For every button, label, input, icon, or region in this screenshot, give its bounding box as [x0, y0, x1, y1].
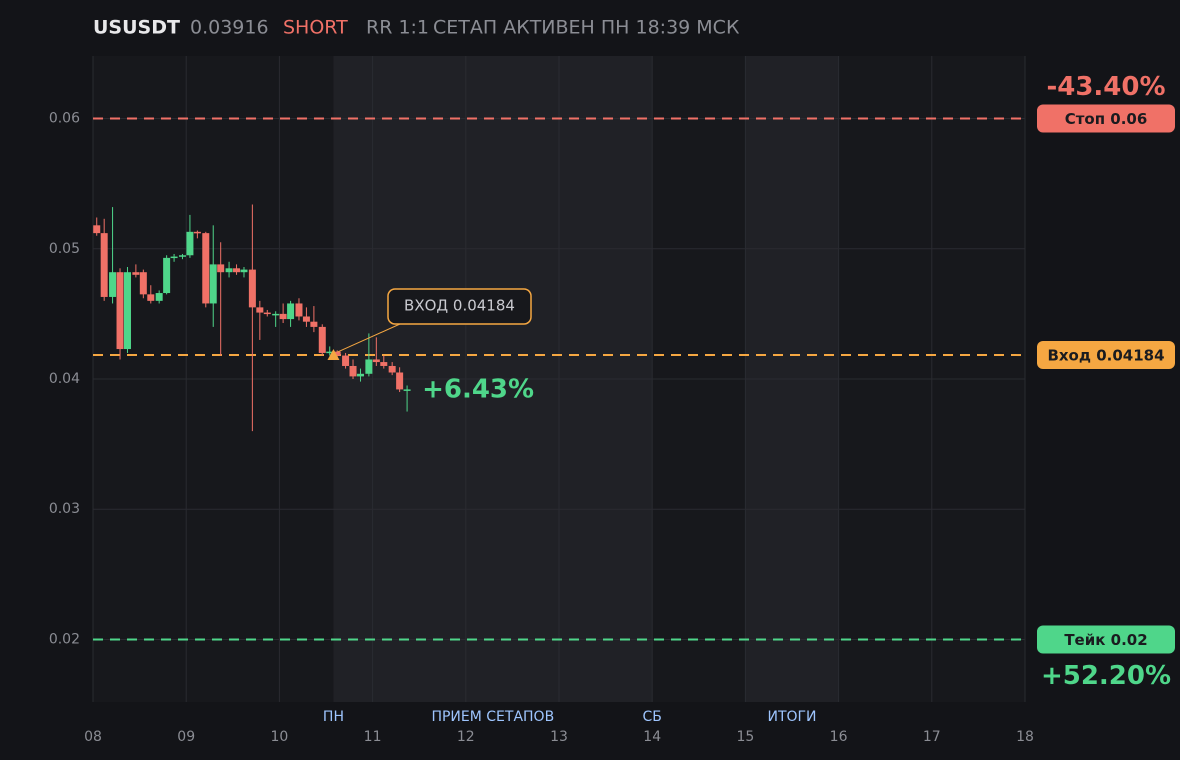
candle-body — [139, 272, 147, 295]
x-tick-label: 12 — [457, 729, 475, 745]
x-tick-label: 10 — [270, 729, 288, 745]
y-tick-label: 0.03 — [49, 501, 80, 517]
entry-marker — [327, 349, 340, 361]
candle-body — [147, 294, 155, 301]
candle-body — [326, 351, 334, 354]
candle-body — [388, 365, 396, 373]
candle-body — [123, 272, 131, 350]
candle-body — [100, 233, 108, 297]
level-label: Стоп 0.06 — [1065, 110, 1148, 128]
candle-body — [380, 362, 388, 366]
candle-body — [116, 272, 124, 350]
grid — [92, 56, 1026, 702]
candle-body — [93, 225, 101, 234]
candle-body — [209, 264, 217, 304]
level-change: +52.20% — [1041, 661, 1171, 691]
candle-body — [342, 355, 350, 366]
day-marker: СБ — [643, 709, 662, 725]
y-tick-label: 0.05 — [49, 241, 80, 257]
candle-body — [349, 365, 357, 377]
x-tick-label: 09 — [177, 729, 195, 745]
level-pill — [1037, 625, 1175, 654]
candle-body — [279, 313, 287, 320]
candle-body — [248, 269, 256, 308]
level-label: Вход 0.04184 — [1047, 347, 1164, 365]
level-pill — [1037, 104, 1175, 133]
candle-body — [240, 269, 248, 273]
status: СЕТАП АКТИВЕН ПН 18:39 МСК — [433, 17, 740, 39]
candle-body — [170, 256, 178, 259]
candle-body — [178, 255, 186, 257]
rr: RR 1:1 — [366, 17, 429, 39]
level-label: Тейк 0.02 — [1064, 631, 1147, 649]
zone-label: ПРИЕМ СЕТАПОВ — [431, 709, 554, 725]
candle-body — [365, 359, 373, 374]
entry-box — [387, 288, 532, 325]
candle-body — [295, 303, 303, 317]
x-tick-label: 08 — [84, 729, 102, 745]
level-pill — [1037, 341, 1175, 370]
x-tick-label: 18 — [1016, 729, 1034, 745]
candle-body — [403, 389, 411, 391]
candle-body — [163, 257, 171, 294]
candle-body — [263, 312, 271, 315]
day-marker: ПН — [323, 709, 344, 725]
candle-body — [233, 268, 241, 273]
candle-body — [202, 233, 210, 304]
candle-body — [256, 307, 264, 313]
zone-label: ИТОГИ — [767, 709, 816, 725]
entry-label: ВХОД 0.04184 — [404, 297, 515, 315]
x-tick-label: 14 — [643, 729, 661, 745]
candle-body — [155, 293, 163, 301]
x-tick-label: 15 — [736, 729, 754, 745]
y-tick-label: 0.02 — [49, 631, 80, 647]
x-tick-label: 11 — [364, 729, 382, 745]
y-tick-label: 0.04 — [49, 371, 80, 387]
level-change: -43.40% — [1046, 72, 1165, 102]
candle-body — [109, 272, 117, 297]
candle-body — [318, 326, 326, 353]
marks — [93, 204, 411, 432]
x-tick-label: 16 — [830, 729, 848, 745]
candle-body — [333, 351, 341, 356]
candle-body — [372, 359, 380, 363]
candle-body — [193, 231, 201, 234]
current-change: +6.43% — [422, 374, 534, 404]
candle-body — [217, 264, 225, 273]
candle-body — [272, 313, 280, 316]
x-tick-label: 13 — [550, 729, 568, 745]
candle-body — [310, 321, 318, 327]
entry-connector — [337, 323, 401, 353]
y-tick-label: 0.06 — [49, 111, 80, 127]
candle-body — [132, 272, 140, 275]
symbol: USUSDT — [93, 17, 180, 39]
candle-body — [186, 231, 194, 256]
candle-body — [302, 316, 310, 322]
candle-body — [396, 372, 404, 390]
side: SHORT — [283, 17, 348, 39]
candle-body — [356, 373, 364, 377]
candle-body — [225, 268, 233, 273]
x-tick-label: 17 — [923, 729, 941, 745]
candle-body — [287, 303, 295, 320]
price: 0.03916 — [190, 17, 269, 39]
